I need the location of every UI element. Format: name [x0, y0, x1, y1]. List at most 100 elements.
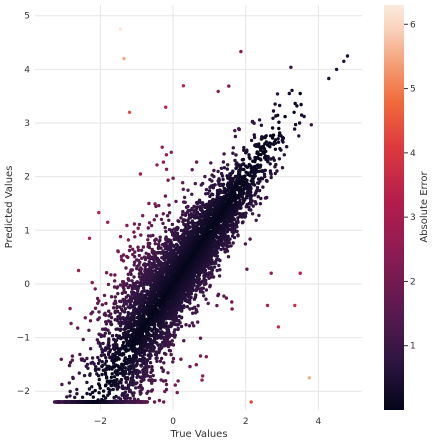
- data-point: [268, 134, 273, 138]
- data-point: [181, 218, 186, 222]
- data-point: [100, 372, 104, 377]
- data-point: [97, 391, 101, 395]
- data-point: [249, 138, 254, 143]
- data-point: [88, 392, 93, 396]
- data-point: [75, 392, 79, 396]
- data-point: [188, 301, 192, 305]
- data-point: [135, 315, 139, 320]
- data-point: [264, 149, 268, 154]
- data-point: [162, 325, 167, 329]
- data-point: [226, 163, 230, 167]
- data-point: [111, 343, 116, 347]
- data-point: [160, 256, 164, 260]
- data-point: [239, 206, 243, 210]
- data-point: [245, 178, 249, 182]
- data-point: [277, 157, 282, 161]
- data-point: [218, 258, 222, 263]
- data-point: [152, 346, 156, 350]
- data-point: [127, 354, 132, 359]
- data-point: [114, 394, 118, 399]
- data-point: [137, 370, 142, 374]
- data-point: [139, 277, 143, 282]
- data-point: [269, 172, 273, 176]
- data-point: [130, 290, 134, 294]
- data-point: [105, 364, 109, 369]
- data-point: [192, 297, 197, 301]
- data-point: [116, 315, 120, 319]
- data-point: [118, 397, 123, 401]
- data-point: [299, 113, 304, 117]
- data-point: [293, 122, 298, 127]
- data-point: [104, 396, 108, 400]
- data-point: [121, 331, 126, 336]
- data-point: [103, 346, 108, 350]
- data-point: [154, 353, 159, 357]
- data-point: [101, 341, 105, 346]
- data-point: [258, 165, 262, 169]
- data-point: [250, 119, 255, 124]
- data-point: [275, 169, 279, 173]
- data-point: [253, 155, 257, 160]
- data-point: [232, 217, 237, 222]
- data-point: [231, 151, 235, 155]
- data-point: [197, 287, 201, 291]
- data-point: [179, 228, 184, 233]
- data-point: [132, 379, 136, 383]
- data-point: [244, 211, 248, 215]
- data-point: [257, 145, 261, 149]
- data-point: [268, 145, 272, 149]
- data-point: [80, 395, 85, 399]
- data-point: [259, 158, 263, 162]
- data-point: [125, 396, 130, 400]
- data-point: [165, 338, 169, 342]
- data-point: [85, 391, 89, 396]
- data-point: [112, 337, 116, 342]
- data-point: [149, 353, 153, 358]
- data-point: [109, 379, 113, 383]
- data-point: [234, 153, 238, 157]
- data-point: [251, 204, 255, 208]
- data-point: [164, 273, 168, 278]
- data-point: [263, 168, 267, 172]
- data-point: [273, 102, 277, 106]
- data-point: [276, 137, 280, 141]
- data-point: [235, 209, 239, 213]
- data-point: [242, 148, 246, 152]
- data-point: [201, 286, 205, 290]
- data-point: [225, 229, 230, 234]
- data-point: [189, 292, 194, 296]
- data-point: [277, 126, 281, 131]
- data-point: [132, 327, 136, 332]
- data-point: [172, 237, 176, 242]
- data-point: [141, 286, 146, 290]
- data-point: [110, 372, 114, 376]
- data-point: [121, 343, 125, 347]
- data-point: [215, 191, 220, 195]
- data-point: [265, 195, 269, 200]
- data-point: [128, 302, 132, 306]
- data-point: [215, 254, 220, 258]
- data-point: [73, 395, 77, 400]
- data-point: [68, 394, 72, 398]
- data-point: [211, 275, 216, 279]
- data-point: [233, 180, 238, 184]
- data-point: [136, 284, 141, 289]
- data-point: [195, 267, 199, 271]
- data-point: [109, 375, 114, 379]
- data-point: [309, 123, 313, 127]
- data-point: [225, 249, 230, 253]
- data-point: [126, 305, 130, 309]
- data-point: [85, 380, 89, 385]
- data-point: [261, 185, 265, 189]
- data-point: [236, 234, 240, 238]
- data-point: [103, 371, 108, 375]
- data-point: [238, 198, 242, 202]
- data-point: [115, 373, 120, 377]
- data-point: [237, 169, 241, 173]
- data-point: [273, 147, 278, 151]
- data-point: [204, 187, 209, 192]
- data-point: [98, 344, 103, 348]
- data-point: [244, 164, 248, 168]
- data-point: [180, 300, 184, 304]
- data-point: [234, 166, 238, 171]
